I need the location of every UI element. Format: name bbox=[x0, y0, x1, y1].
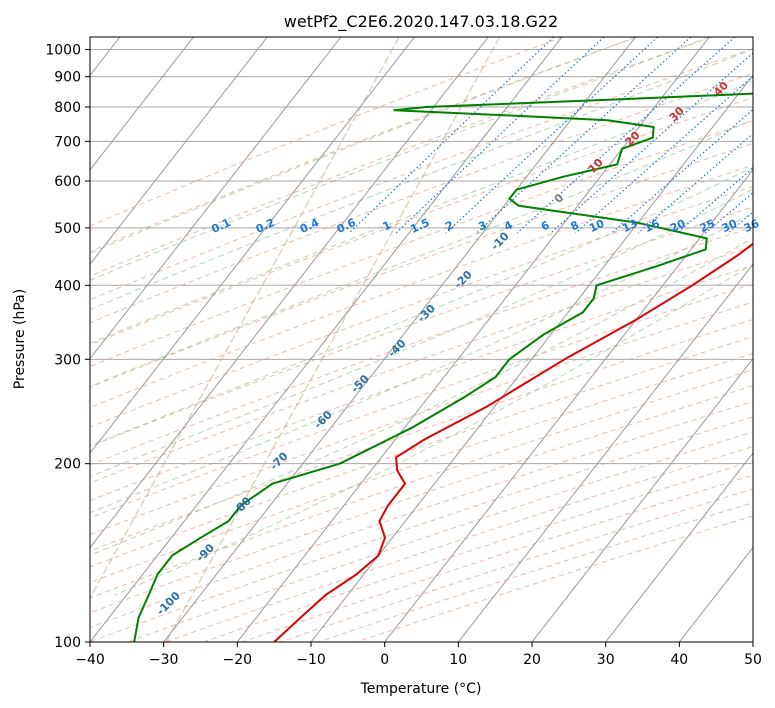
dry-adiabat-line bbox=[90, 245, 753, 484]
dry-adiabat-line bbox=[90, 264, 753, 502]
mixing-ratio-label: 13 bbox=[620, 217, 639, 235]
x-tick-label: 50 bbox=[744, 652, 762, 668]
mixing-ratio-line bbox=[550, 52, 753, 234]
mixing-ratio-label: 10 bbox=[587, 217, 607, 235]
x-tick-label: −40 bbox=[75, 652, 105, 668]
x-tick-label: 10 bbox=[449, 652, 467, 668]
dry-adiabat-line bbox=[90, 120, 753, 368]
x-tick-label: 40 bbox=[670, 652, 688, 668]
temperature-profile-line bbox=[273, 242, 753, 642]
mixing-ratio-line bbox=[637, 132, 753, 234]
isotherm-line bbox=[384, 168, 753, 642]
x-tick-label: 20 bbox=[523, 652, 541, 668]
isotherm-line bbox=[531, 357, 753, 642]
moist-adiabat-line bbox=[90, 37, 710, 281]
dry-adiabat-line bbox=[90, 352, 753, 584]
dry-adiabat-line bbox=[90, 96, 753, 346]
y-axis-ticks: 1000 900 800 700 600 500 400 300 200 100 bbox=[45, 43, 90, 651]
y-tick-label: 300 bbox=[54, 352, 81, 368]
dry-adiabat-line bbox=[90, 336, 753, 568]
plot-frame bbox=[89, 36, 754, 643]
x-tick-label: −30 bbox=[149, 652, 179, 668]
x-tick-label: 30 bbox=[597, 652, 615, 668]
dry-adiabat-line bbox=[90, 37, 638, 253]
x-tick-label: −20 bbox=[223, 652, 253, 668]
grid-lines bbox=[90, 37, 753, 642]
isotherm-line bbox=[90, 37, 194, 171]
y-tick-label: 800 bbox=[54, 100, 81, 116]
dry-adiabat-line bbox=[90, 37, 713, 277]
mixing-ratio-label: 30 bbox=[720, 217, 740, 235]
moist-adiabat-line bbox=[90, 212, 753, 514]
isotherm-line bbox=[236, 37, 710, 642]
dry-adiabat-line bbox=[90, 142, 753, 388]
isotherm-line bbox=[90, 37, 342, 360]
dry-adiabat-line bbox=[90, 47, 753, 301]
moist-adiabat-line bbox=[90, 48, 753, 311]
y-tick-label: 200 bbox=[54, 457, 81, 473]
isotherm-line bbox=[90, 37, 268, 266]
dry-adiabat-line bbox=[90, 206, 753, 447]
mixing-ratio-line bbox=[575, 75, 753, 234]
mixing-ratio-label: 25 bbox=[698, 217, 717, 235]
y-tick-label: 700 bbox=[54, 134, 81, 150]
isotherm-line bbox=[90, 37, 415, 454]
isotherm-line bbox=[605, 452, 753, 642]
y-tick-label: 100 bbox=[54, 635, 81, 651]
x-tick-label: −10 bbox=[296, 652, 326, 668]
isotherm-line bbox=[90, 37, 563, 642]
isotherm-line bbox=[90, 37, 489, 549]
moist-adiabat-line bbox=[90, 37, 636, 254]
dry-adiabat-line bbox=[90, 37, 563, 227]
moist-adiabat-line bbox=[90, 119, 753, 387]
y-tick-label: 900 bbox=[54, 70, 81, 86]
envelope-curve bbox=[90, 37, 400, 600]
x-axis-label: Temperature (°C) bbox=[360, 681, 482, 697]
mixing-ratio-label: 20 bbox=[668, 217, 688, 235]
envelope-curve bbox=[165, 37, 501, 642]
x-tick-label: 0 bbox=[380, 652, 389, 668]
y-tick-label: 600 bbox=[54, 174, 81, 190]
isotherm-line bbox=[163, 37, 636, 642]
moist-adiabat-line bbox=[90, 166, 753, 447]
mixing-ratio-label: 16 bbox=[642, 217, 662, 235]
isotherm-line bbox=[310, 74, 753, 642]
mixing-ratio-label: 36 bbox=[742, 217, 762, 235]
profile-lines bbox=[133, 92, 753, 642]
moist-adiabat-line bbox=[90, 80, 753, 344]
dry-adiabat-line bbox=[90, 385, 753, 614]
y-tick-label: 500 bbox=[54, 221, 81, 237]
x-axis-ticks: −40 −30 −20 −10 0 10 20 30 40 50 bbox=[75, 642, 762, 668]
y-axis-label: Pressure (hPa) bbox=[12, 289, 28, 389]
mixing-ratio-line bbox=[516, 37, 736, 234]
isotherm-line bbox=[457, 263, 753, 642]
y-tick-label: 1000 bbox=[45, 43, 81, 59]
dewpoint-profile-line bbox=[133, 92, 753, 642]
y-tick-label: 400 bbox=[54, 278, 81, 294]
chart-title: wetPf2_C2E6.2020.147.03.18.G22 bbox=[284, 12, 558, 32]
